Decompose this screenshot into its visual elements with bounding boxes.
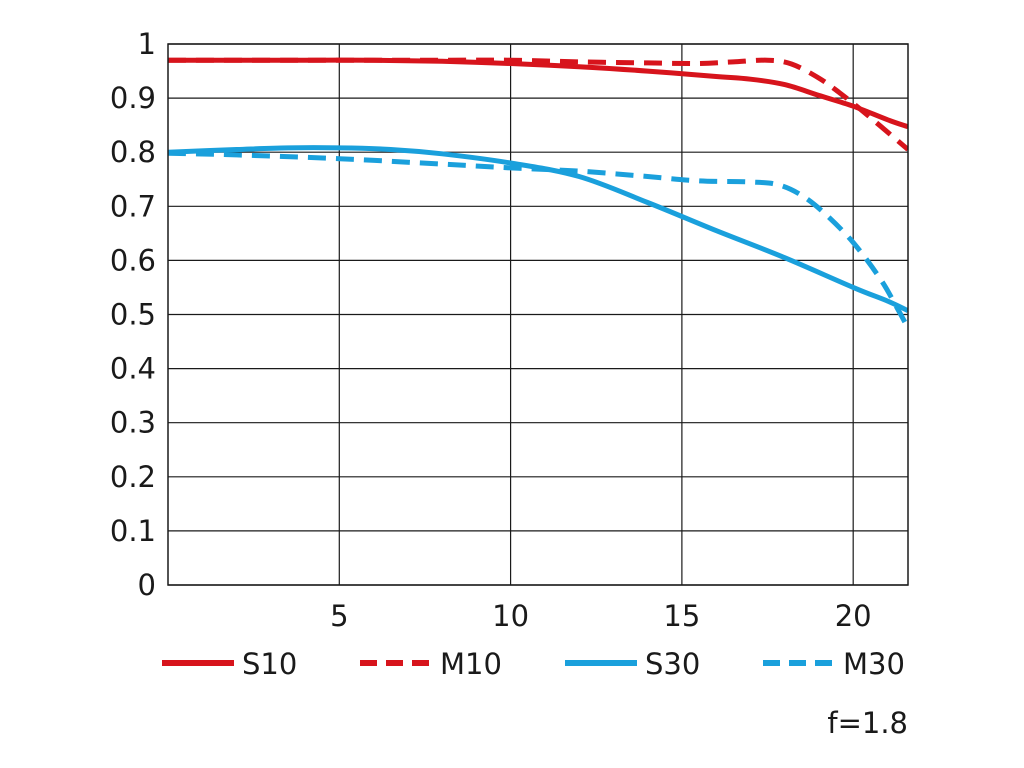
x-axis-tick-labels: 5 10 15 20 [330, 599, 872, 633]
y-tick-label: 0 [138, 568, 156, 602]
y-tick-label: 0.9 [110, 81, 156, 115]
y-tick-label: 0.8 [110, 135, 156, 169]
legend-label-m10: M10 [440, 647, 502, 681]
y-tick-label: 0.6 [110, 243, 156, 277]
x-tick-label: 15 [663, 599, 700, 633]
y-tick-label: 0.2 [110, 460, 156, 494]
grid [168, 43, 908, 586]
y-tick-label: 0.5 [110, 298, 156, 332]
legend-label-s10: S10 [242, 647, 297, 681]
y-tick-label: 0.1 [110, 514, 156, 548]
x-tick-label: 5 [330, 599, 348, 633]
legend-label-s30: S30 [645, 647, 700, 681]
series-line-s10 [168, 57, 908, 130]
aperture-annotation: f=1.8 [827, 706, 908, 740]
x-tick-label: 20 [835, 599, 872, 633]
y-tick-label: 0.4 [110, 352, 156, 386]
y-tick-label: 1 [138, 27, 156, 61]
y-tick-label: 0.7 [110, 189, 156, 223]
legend: S10 M10 S30 M30 [162, 647, 905, 681]
series-line-m30 [168, 150, 908, 330]
y-axis-tick-labels: 0 0.1 0.2 0.3 0.4 0.5 0.6 0.7 0.8 0.9 1 [110, 27, 156, 602]
y-tick-label: 0.3 [110, 406, 156, 440]
series-line-m10 [168, 57, 908, 152]
series-lines [168, 57, 908, 330]
plot-frame [167, 43, 909, 586]
series-line-s30 [168, 145, 908, 313]
x-tick-label: 10 [492, 599, 529, 633]
legend-label-m30: M30 [843, 647, 905, 681]
